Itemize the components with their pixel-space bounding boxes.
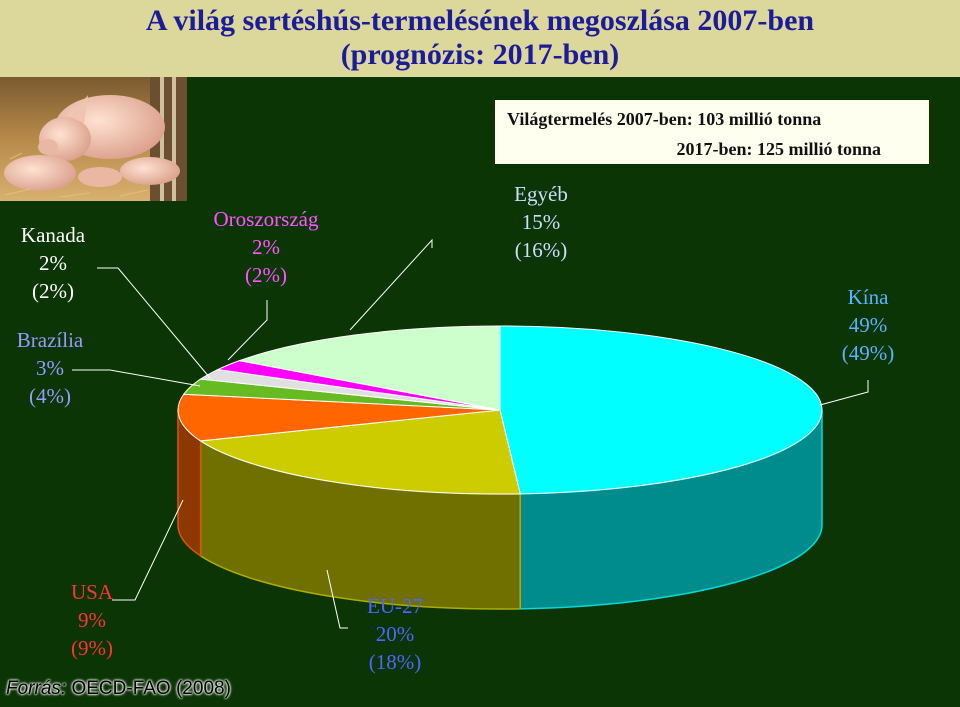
source-note: Forrás: OECD-FAO (2008): [6, 678, 231, 700]
leader-eu27: [326, 569, 348, 629]
label-value-2007: 9%: [78, 608, 106, 632]
label-name: Kanada: [20, 223, 86, 247]
label-kina: Kína 49% (49%): [820, 283, 916, 367]
label-value-2007: 49%: [848, 313, 888, 337]
label-value-2007: 2%: [39, 251, 67, 275]
production-info-box: Világtermelés 2007-ben: 103 millió tonna…: [495, 100, 929, 164]
info-line-1: Világtermelés 2007-ben: 103 millió tonna: [507, 109, 822, 129]
leader-oroszorszag: [227, 300, 268, 361]
label-value-2017: (4%): [29, 384, 71, 408]
leader-kanada: [97, 267, 211, 379]
pie-slice-egyéb: [237, 325, 501, 411]
label-name: Brazília: [16, 328, 84, 352]
label-name: USA: [70, 580, 113, 604]
label-name: Kína: [847, 285, 889, 309]
label-brazilia: Brazília 3% (4%): [2, 326, 98, 410]
label-eu27: EU-27 20% (18%): [350, 592, 440, 676]
leader-brazilia: [72, 369, 201, 387]
label-value-2017: (16%): [514, 238, 568, 262]
label-value-2007: 15%: [521, 210, 561, 234]
info-line-2: 2017-ben: 125 millió tonna: [676, 139, 881, 159]
label-value-2017: (49%): [841, 341, 895, 365]
label-name: EU-27: [367, 594, 423, 618]
label-value-2017: (2%): [245, 263, 287, 287]
label-kanada: Kanada 2% (2%): [8, 221, 98, 305]
label-value-2007: 2%: [252, 235, 280, 259]
label-usa: USA 9% (9%): [44, 578, 140, 662]
label-value-2017: (18%): [368, 650, 422, 674]
title-line-1: A világ sertéshús-termelésének megoszlás…: [145, 4, 815, 37]
label-oroszorszag: Oroszország 2% (2%): [196, 205, 336, 289]
title-line-2: (prognózis: 2017-ben): [340, 38, 620, 71]
label-egyeb: Egyéb 15% (16%): [496, 180, 586, 264]
pie-slice-usa: [177, 393, 501, 442]
pig-photo: [0, 77, 187, 201]
source-label: Forrás:: [6, 678, 67, 699]
source-text: OECD-FAO (2008): [71, 678, 231, 699]
leader-egyeb: [349, 238, 433, 331]
leader-kina: [819, 380, 869, 406]
label-value-2007: 3%: [36, 356, 64, 380]
label-value-2007: 20%: [375, 622, 415, 646]
label-value-2017: (2%): [32, 279, 74, 303]
label-value-2017: (9%): [71, 636, 113, 660]
chart-title: A világ sertéshús-termelésének megoszlás…: [0, 4, 960, 72]
leader-usa: [112, 499, 184, 601]
label-name: Oroszország: [213, 207, 319, 231]
pie-slice-kína: [499, 325, 823, 495]
title-band: [0, 0, 960, 77]
pie-slice-eu-27: [199, 409, 521, 495]
label-name: Egyéb: [514, 182, 568, 206]
